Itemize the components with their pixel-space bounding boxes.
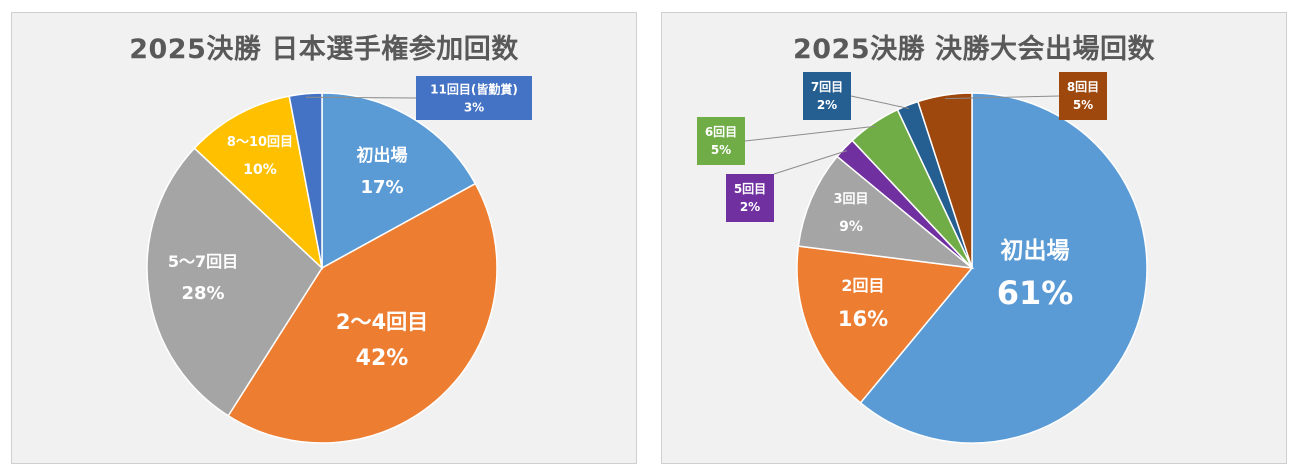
leader-line (773, 150, 848, 175)
pie-slice (227, 182, 498, 444)
slice-labels: 初出場 61% 2回目 16% 3回目 9% 5回目 2% 6回目 5% 7回目 2% 8回目 5% (697, 72, 1107, 331)
slice-value-label: 61% (997, 274, 1074, 312)
leader-lines (305, 96, 417, 99)
pie-slice (146, 147, 323, 417)
label-box (803, 72, 851, 120)
slice-label: 5回目 (734, 182, 766, 196)
leader-line (850, 95, 910, 109)
slice-value-label: 5% (711, 143, 731, 157)
pie-slice (797, 155, 975, 270)
slice-value-label: 10% (243, 162, 277, 178)
pie-slice (321, 92, 477, 270)
chart-title: 2025決勝 日本選手権参加回数 (129, 34, 519, 65)
slice-value-label: 9% (839, 219, 863, 235)
slice-label: 2回目 (841, 276, 884, 295)
slice-value-label: 2% (740, 200, 760, 214)
slice-label: 初出場 (357, 145, 408, 166)
slice-label: 初出場 (1001, 237, 1070, 264)
slice-value-label: 3% (464, 101, 484, 115)
label-box (697, 117, 745, 165)
slice-labels: 初出場 17% 2〜4回目 42% 5〜7回目 28% 8〜10回目 10% 11回目(皆勤賞)… (168, 76, 532, 371)
slice-value-label: 5% (1073, 98, 1093, 112)
slice-value-label: 42% (356, 346, 409, 371)
chart-title: 2025決勝 決勝大会出場回数 (792, 34, 1156, 65)
slice-label: 8〜10回目 (227, 135, 293, 150)
leader-line (945, 95, 1060, 100)
leader-lines (744, 95, 1060, 175)
label-box (416, 76, 532, 120)
label-box (726, 174, 774, 222)
slice-label: 8回目 (1067, 80, 1099, 94)
leader-line (305, 96, 417, 99)
slice-value-label: 16% (838, 307, 888, 331)
slice-value-label: 28% (181, 283, 224, 304)
label-box (1059, 72, 1107, 120)
pie-slice (288, 92, 323, 269)
pie-slices (796, 92, 1148, 444)
slice-label: 5〜7回目 (168, 252, 238, 271)
pie-chart-participation: 初出場 17% 2〜4回目 42% 5〜7回目 28% 8〜10回目 10% 11回目(皆勤賞)… (146, 76, 532, 444)
slice-label: 3回目 (833, 192, 868, 207)
chart-panel-finals: 2025決勝 決勝大会出場回数 初出場 61% 2回目 16% 3回目 9% 5回目 2% 6回… (661, 12, 1287, 464)
slice-label: 11回目(皆勤賞) (430, 82, 518, 97)
pie-chart-finals: 初出場 61% 2回目 16% 3回目 9% 5回目 2% 6回目 5% 7回目 2% 8回目 5% (697, 72, 1148, 444)
slice-label: 6回目 (705, 125, 737, 139)
slice-label: 7回目 (811, 80, 843, 94)
pie-slice (916, 92, 973, 269)
leader-line (744, 125, 876, 142)
slice-label: 2〜4回目 (336, 310, 428, 334)
slice-value-label: 17% (360, 177, 403, 198)
chart-panel-participation: 2025決勝 日本選手権参加回数 初出場 17% 2〜4回目 42% 5〜7回目 28% 8… (11, 12, 637, 464)
pie-slices (146, 92, 498, 444)
slice-value-label: 2% (817, 98, 837, 112)
pie-slice (193, 95, 324, 271)
pie-slice (796, 245, 974, 404)
